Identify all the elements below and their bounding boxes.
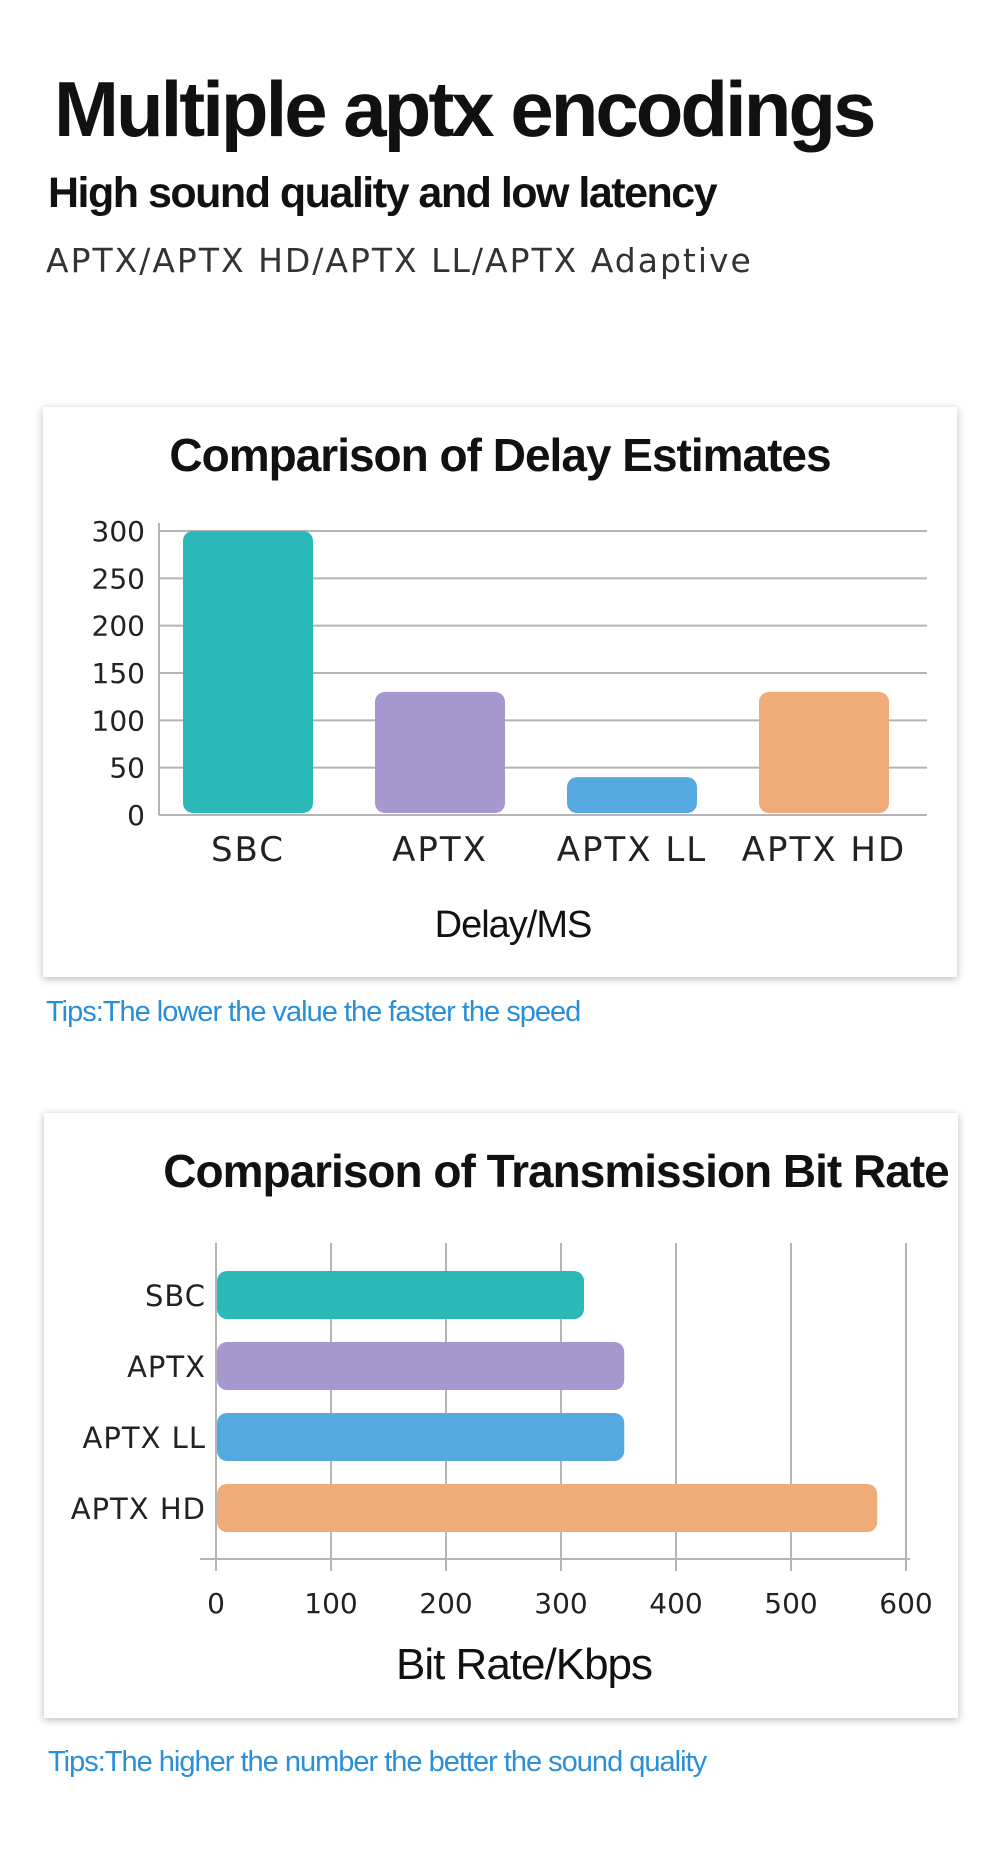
x-tick-label: 300 [534,1587,587,1620]
y-tick-label: APTX LL [83,1421,206,1455]
delay-chart-tip: Tips:The lower the value the faster the … [46,996,581,1028]
delay-chart: Comparison of Delay Estimates 0 50 100 150 20… [92,429,927,946]
y-tick-label: 150 [92,657,145,690]
codec-list: APTX/APTX HD/APTX LL/APTX Adaptive [46,241,753,280]
y-tick-label: 250 [92,562,145,595]
x-tick-label: 500 [764,1587,817,1620]
x-axis-label: Bit Rate/Kbps [396,1640,652,1689]
x-tick-label: 100 [304,1587,357,1620]
bitrate-chart-tip: Tips:The higher the number the better th… [48,1746,707,1778]
x-tick-label: 600 [879,1587,932,1620]
page-subtitle: High sound quality and low latency [48,169,718,217]
y-tick-label: 0 [127,799,145,832]
chart-title: Comparison of Delay Estimates [169,429,830,481]
y-tick-label: 200 [92,610,145,643]
x-tick-label: APTX [392,830,488,870]
page-title: Multiple aptx encodings [54,65,876,153]
bitrate-chart: Comparison of Transmission Bit Rate 0 100 2… [71,1145,950,1689]
bar-aptx [217,1342,625,1390]
y-tick-label: 50 [109,752,145,785]
bar-aptx-hd [759,691,889,813]
y-tick-label: 300 [92,515,145,548]
y-tick-label: 100 [92,704,145,737]
x-axis-label: Delay/MS [435,904,592,946]
x-tick-label: 200 [419,1587,472,1620]
x-tick-label: SBC [211,830,285,870]
chart-title: Comparison of Transmission Bit Rate [163,1145,949,1197]
y-tick-label: SBC [145,1279,206,1313]
x-tick-label: 400 [649,1587,702,1620]
bitrate-chart-card: Comparison of Transmission Bit Rate 0 100 2… [44,1113,958,1718]
bar-aptx-hd [217,1484,878,1532]
y-tick-label: APTX [127,1350,206,1384]
bar-aptx-ll [567,777,697,813]
x-tick-label: 0 [207,1587,225,1620]
bar-aptx [375,691,505,813]
bar-sbc [183,531,313,813]
x-tick-label: APTX HD [742,830,906,870]
y-tick-label: APTX HD [71,1492,206,1526]
delay-chart-card: Comparison of Delay Estimates 0 50 100 150 20… [43,407,957,977]
x-tick-label: APTX LL [557,830,708,870]
bar-sbc [217,1271,584,1319]
bar-aptx-ll [217,1413,625,1461]
